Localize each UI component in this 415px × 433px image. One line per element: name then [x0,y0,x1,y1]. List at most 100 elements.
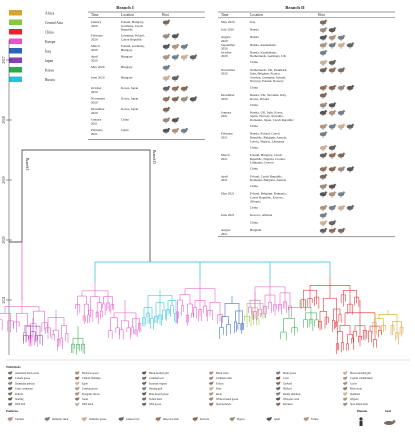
branch2-clade-europe-a [75,282,115,324]
row-time: April 2020 [91,55,98,63]
host-bird-icon [8,381,14,386]
poultry-label: Peacock [200,418,210,421]
host-bird-icon [343,381,349,386]
branch2-clade-iraq [219,296,244,339]
legend-swatch [9,67,22,73]
poultry-label: Domestic duck [52,418,69,421]
host-bird-icon [319,131,329,138]
table-row: China [250,183,338,191]
wild-bird-label: Mallard [283,388,292,391]
host-bird-icon [328,27,338,34]
wild-bird-label: Brown-headed gull [350,372,371,375]
table-row: February 2021 Japan [91,127,190,136]
year-label: 2017 [2,56,6,63]
row-location: Hungary [121,65,133,69]
table-row: August 2021 Belgium [221,227,347,236]
table-row: October 2020 Russia, Kazakhstan, Netherland… [221,50,329,59]
wild-bird-label: Brent goose [283,372,297,375]
wild-bird-label: Black-headed gull [149,372,169,375]
host-bird-icon [8,402,14,407]
row-location: Russia, UK, Italy, Korea, Spain, Norway, … [250,110,294,123]
host-bird-icon [162,33,172,40]
wild-bird-label: Dalmatian pelican [15,382,35,385]
host-bird-icon [75,376,81,381]
branch2-header-host: Host [318,13,325,17]
host-bird-icon [346,205,356,212]
branch2-label: Branch II [152,150,156,164]
row-location: Korea, Japan [121,107,139,112]
host-bird-icon [328,67,338,74]
wild-bird-label: Rook [216,393,222,396]
legend-swatch [9,57,22,63]
row-location: Iraq [250,20,256,24]
host-bird-icon [319,67,329,74]
row-location: China [250,221,258,225]
host-bird-icon [180,96,190,103]
legend-label: Central Asia [45,21,63,25]
host-bird-icon [328,59,338,67]
host-bird-icon [266,416,273,422]
host-bird-icon [319,145,329,152]
host-bird-icon [162,75,172,82]
wild-bird-label: White-fronted goose [216,398,239,401]
region-legend: Africa Central Asia China Europe Iraq Japan Ko… [9,10,63,82]
human-icon [359,417,363,426]
host-bird-icon [337,67,347,74]
host-bird-icon [343,392,349,396]
host-bird-icon [328,227,338,235]
legend-swatch [9,29,22,35]
host-bird-icon [346,123,356,131]
host-bird-icon [319,27,329,34]
row-location: Russia, Kazakhstan, Netherlands, Germany,… [250,50,287,59]
row-location: China [250,103,258,107]
host-bird-icon [171,43,181,51]
host-bird-icon [162,85,172,93]
legend-label: China [45,31,54,35]
host-bird-icon [319,227,329,235]
host-bird-icon [328,191,338,198]
wild-bird-label: Ruddy shelduck [283,393,301,396]
row-time: June 2020 [91,76,105,80]
host-bird-icon [319,220,329,227]
host-bird-icon [180,54,190,61]
wild-bird-label: Barnacle goose [82,372,99,375]
wild-bird-label: Chilean flamingo [82,377,101,380]
table-row: April 2020 Hungary [91,54,199,63]
branch2-clade-china-b [335,300,382,354]
host-bird-icon [346,42,356,49]
wild-bird-label: Peregrine falcon [82,393,100,396]
row-location: Poland, Belgium, Romania, Czech Republic,… [250,192,287,204]
row-location: Russia [250,35,259,39]
host-bird-icon [75,386,81,391]
branch1-clade-europe [0,296,48,347]
table-row: September 2020 Russia, Kazakhstan [221,42,356,51]
year-label: 2018 [2,116,6,123]
row-location: China [250,145,258,149]
table-row: April 2021 Poland, Czech Republic, Romania,… [221,173,329,183]
table-row: March 2020 Poland, Germany, Hungary [91,43,190,52]
host-bird-icon [319,173,329,181]
table-row: China [250,205,356,212]
row-time: June 2021 [221,213,235,217]
branch2-clade-china [300,275,360,334]
host-bird-icon [303,416,310,422]
row-location: China [250,167,258,171]
host-bird-icon [337,34,347,42]
host-bird-icon [343,386,349,391]
table-row: China [250,145,338,152]
host-bird-icon [328,145,338,152]
branch1-clade-europe-b [45,310,69,351]
branch2-clade-korea [280,300,319,341]
table-row: May 2020 Hungary [91,64,172,72]
host-bird-icon [75,371,81,376]
host-bird-icon [337,42,347,49]
branch1-header-host: Host [162,13,169,17]
branch1-title: Branch I [116,5,134,10]
host-bird-icon [319,19,329,26]
host-bird-icon [171,75,181,82]
row-time: January 2021 [91,118,102,126]
host-bird-icon [319,42,329,49]
poultries-title: Poultries [6,409,19,413]
host-bird-icon [8,371,14,376]
branch2-clade-europe-c [175,280,223,326]
